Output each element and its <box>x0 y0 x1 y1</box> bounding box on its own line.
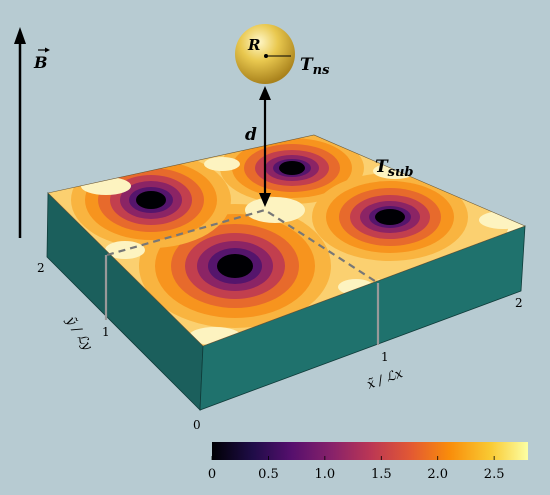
colorbar <box>212 442 528 460</box>
colorbar-tick-label: 2.0 <box>427 467 448 482</box>
x-tick-1: 1 <box>381 350 389 364</box>
t-ns-label: Tns <box>300 55 330 78</box>
y-tick-2: 2 <box>37 261 45 275</box>
colorbar-tick-label: 2.5 <box>484 467 505 482</box>
b-field-vector-head <box>45 47 50 53</box>
colorbar-tick-label: 1.0 <box>315 467 336 482</box>
neutron-star-sphere <box>235 24 295 84</box>
origin-tick: 0 <box>193 418 201 432</box>
y-axis-label: ỹ / ℒy <box>62 313 95 353</box>
b-field-label: B <box>33 53 48 72</box>
unit-cell-dashed-outline <box>106 208 379 284</box>
x-axis-label: x̃ / ℒx <box>365 366 405 393</box>
sphere-center-dot <box>264 54 268 58</box>
y-tick-1: 1 <box>102 325 110 339</box>
distance-arrowhead-bottom <box>259 193 271 207</box>
x-tick-2: 2 <box>515 296 523 310</box>
magnetic-field-arrowhead <box>14 27 26 44</box>
distance-arrowhead-top <box>259 86 271 100</box>
colorbar-tick-label: 0 <box>208 467 216 482</box>
distance-label: d <box>245 125 257 145</box>
t-sub-label: Tsub <box>375 157 414 180</box>
colorbar-tick-label: 0.5 <box>258 467 279 482</box>
colorbar-tick-label: 1.5 <box>371 467 392 482</box>
sphere-radius-label: R <box>247 36 260 54</box>
colorbar-ticks: 0 0.5 1.0 1.5 2.0 2.5 <box>208 456 505 482</box>
